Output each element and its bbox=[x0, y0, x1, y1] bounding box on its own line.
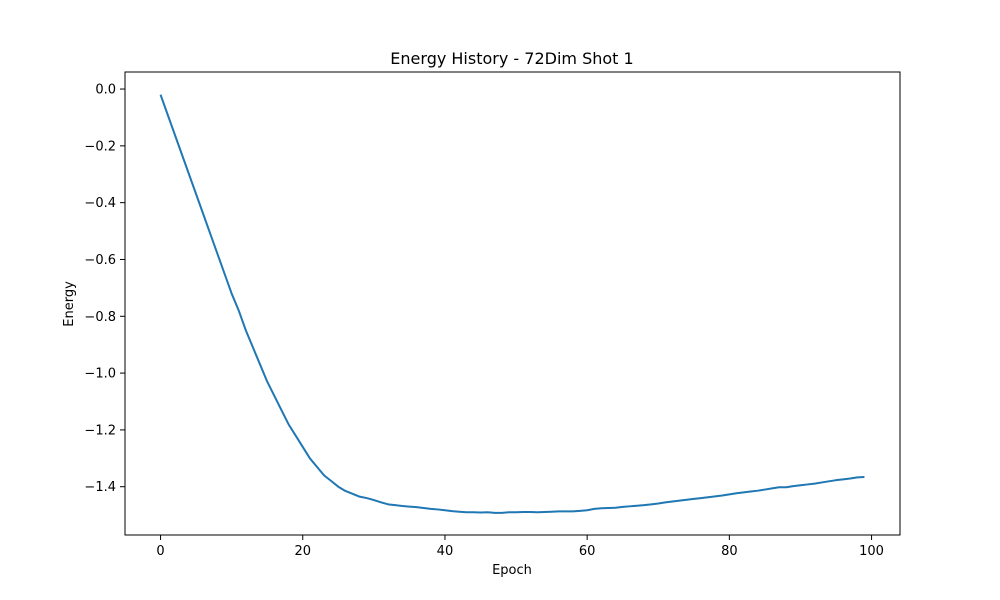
y-tick-label: −0.2 bbox=[84, 139, 116, 154]
x-axis: 0 20 40 60 80 100 bbox=[156, 535, 884, 559]
x-axis-label: Epoch bbox=[492, 563, 532, 578]
chart-title: Energy History - 72Dim Shot 1 bbox=[390, 49, 633, 68]
y-tick-label: −1.2 bbox=[84, 423, 116, 438]
x-tick-label: 100 bbox=[859, 544, 884, 559]
y-tick-label: −0.6 bbox=[84, 253, 116, 268]
y-axis-label: Energy bbox=[62, 281, 77, 327]
x-tick-label: 0 bbox=[156, 544, 164, 559]
y-tick-label: −0.4 bbox=[84, 196, 116, 211]
y-tick-label: −1.0 bbox=[84, 367, 116, 382]
x-tick-label: 20 bbox=[294, 544, 311, 559]
x-tick-label: 60 bbox=[579, 544, 596, 559]
x-tick-label: 80 bbox=[721, 544, 738, 559]
series-line-energy bbox=[159, 94, 865, 514]
x-tick-label: 40 bbox=[437, 544, 454, 559]
y-axis: 0.0 −0.2 −0.4 −0.6 −0.8 −1.0 −1.2 −1.4 bbox=[84, 83, 125, 495]
y-tick-label: 0.0 bbox=[95, 83, 116, 98]
axes-frame bbox=[124, 71, 901, 536]
y-tick-label: −1.4 bbox=[84, 480, 116, 495]
y-tick-label: −0.8 bbox=[84, 310, 116, 325]
